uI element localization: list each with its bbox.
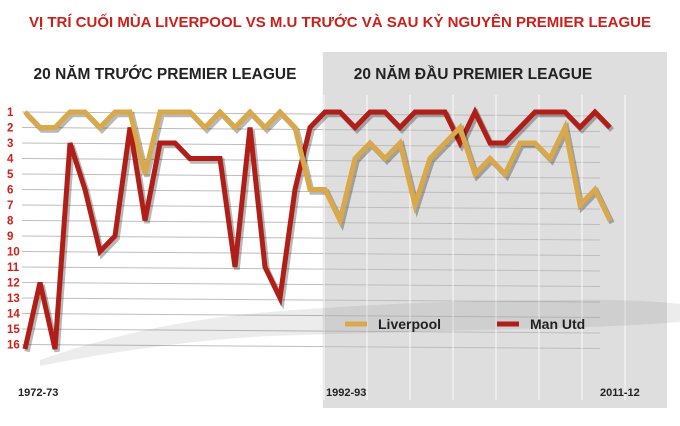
man-utd-line xyxy=(22,106,612,350)
gridline xyxy=(21,313,601,318)
chart-title: VỊ TRÍ CUỐI MÙA LIVERPOOL VS M.U TRƯỚC V… xyxy=(29,13,651,31)
gridline xyxy=(21,158,601,163)
gridline xyxy=(21,328,601,334)
legend: Liverpool Man Utd xyxy=(345,316,585,332)
y-tick-label: 7 xyxy=(7,200,13,212)
gridline xyxy=(21,344,601,349)
y-tick-label: 9 xyxy=(7,231,13,243)
y-tick-label: 5 xyxy=(7,169,14,181)
legend-label: Liverpool xyxy=(378,316,441,332)
y-tick-label: 11 xyxy=(7,262,20,274)
section-label-after: 20 NĂM ĐẦU PREMIER LEAGUE xyxy=(354,66,593,83)
series-lines xyxy=(22,106,615,353)
y-tick-label: 13 xyxy=(7,293,20,305)
y-tick-label: 8 xyxy=(7,216,14,228)
gridlines xyxy=(21,95,626,400)
liverpool-line xyxy=(23,108,613,228)
y-tick-label: 10 xyxy=(7,247,20,259)
y-tick-label: 6 xyxy=(7,185,13,197)
y-tick-label: 2 xyxy=(7,123,13,135)
gridline xyxy=(21,297,601,303)
legend-label: Man Utd xyxy=(530,316,585,332)
y-tick-label: 1 xyxy=(7,107,14,119)
y-tick-label: 4 xyxy=(7,154,14,166)
gridline xyxy=(21,142,601,148)
gridline xyxy=(21,266,601,272)
gridline xyxy=(21,173,601,179)
x-axis-ticks: 1972-73 1992-93 2011-12 xyxy=(18,387,640,399)
y-tick-label: 16 xyxy=(7,340,20,352)
section-label-before: 20 NĂM TRƯỚC PREMIER LEAGUE xyxy=(34,65,297,83)
x-tick-label: 2011-12 xyxy=(600,387,640,399)
y-tick-label: 15 xyxy=(7,324,20,336)
y-tick-label: 12 xyxy=(7,278,20,290)
decorative-shadow xyxy=(40,299,680,366)
gridline xyxy=(21,251,601,256)
gridline xyxy=(21,282,601,287)
x-tick-label: 1972-73 xyxy=(18,387,58,399)
y-tick-label: 3 xyxy=(7,138,13,150)
y-tick-label: 14 xyxy=(7,309,20,321)
post-premier-league-shade xyxy=(322,52,667,408)
gridline xyxy=(21,235,601,241)
x-tick-label: 1992-93 xyxy=(326,387,366,399)
